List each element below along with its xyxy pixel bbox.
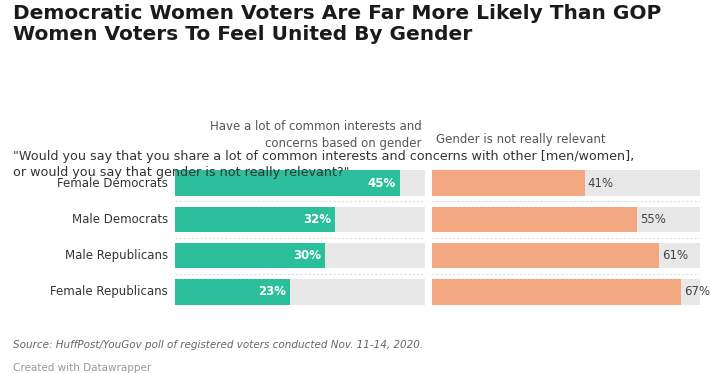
- Text: Male Democrats: Male Democrats: [71, 213, 168, 226]
- Text: Created with Datawrapper: Created with Datawrapper: [13, 363, 151, 373]
- Text: 67%: 67%: [685, 285, 711, 298]
- Bar: [432, 243, 659, 268]
- Text: 55%: 55%: [640, 213, 665, 226]
- Bar: [175, 279, 425, 304]
- Text: 41%: 41%: [588, 177, 613, 190]
- Bar: [432, 207, 636, 232]
- Text: Gender is not really relevant: Gender is not really relevant: [436, 133, 606, 146]
- Bar: [175, 243, 425, 268]
- Text: Source: HuffPost/YouGov poll of registered voters conducted Nov. 11-14, 2020.: Source: HuffPost/YouGov poll of register…: [13, 340, 423, 350]
- Text: Female Democrats: Female Democrats: [57, 177, 168, 190]
- Bar: [175, 171, 400, 196]
- Bar: [432, 171, 700, 196]
- Bar: [175, 207, 425, 232]
- Text: 23%: 23%: [258, 285, 286, 298]
- Text: 45%: 45%: [368, 177, 396, 190]
- Bar: [432, 279, 681, 304]
- Bar: [175, 279, 290, 304]
- Bar: [175, 207, 335, 232]
- Text: 30%: 30%: [293, 249, 321, 262]
- Bar: [432, 171, 585, 196]
- Text: Male Republicans: Male Republicans: [65, 249, 168, 262]
- Text: Have a lot of common interests and
concerns based on gender: Have a lot of common interests and conce…: [210, 120, 421, 150]
- Text: "Would you say that you share a lot of common interests and concerns with other : "Would you say that you share a lot of c…: [13, 150, 634, 179]
- Bar: [432, 243, 700, 268]
- Text: 61%: 61%: [662, 249, 688, 262]
- Text: 32%: 32%: [303, 213, 331, 226]
- Text: Democratic Women Voters Are Far More Likely Than GOP
Women Voters To Feel United: Democratic Women Voters Are Far More Lik…: [13, 4, 662, 44]
- Text: Female Republicans: Female Republicans: [50, 285, 168, 298]
- Bar: [432, 279, 700, 304]
- Bar: [175, 243, 325, 268]
- Bar: [175, 171, 425, 196]
- Bar: [432, 207, 700, 232]
